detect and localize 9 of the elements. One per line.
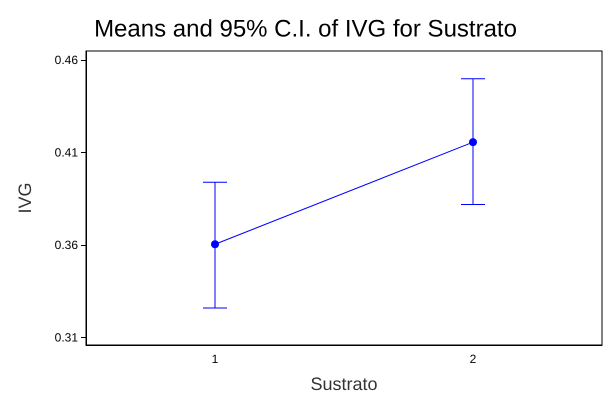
y-tick-label: 0.46 — [54, 53, 78, 68]
x-tick-label: 1 — [212, 352, 219, 366]
x-tick-label: 2 — [470, 352, 477, 366]
x-axis-title: Sustrato — [310, 374, 378, 394]
y-tick-label: 0.31 — [54, 330, 78, 345]
y-tick-label: 0.36 — [54, 238, 78, 252]
chart-title: Means and 95% C.I. of IVG for Sustrato — [94, 16, 517, 42]
y-axis-title: IVG — [15, 182, 35, 214]
y-tick-label: 0.41 — [54, 146, 78, 160]
